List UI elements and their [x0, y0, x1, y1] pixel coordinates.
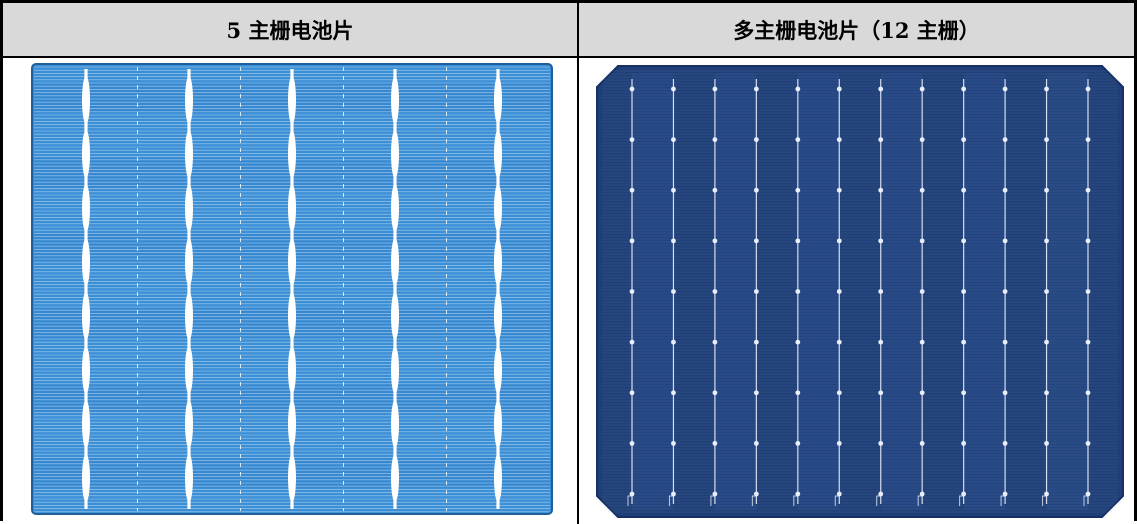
busbar — [793, 79, 801, 506]
busbar — [185, 69, 193, 509]
busbar — [1042, 79, 1049, 506]
busbar — [391, 69, 399, 509]
column-divider — [577, 3, 579, 524]
header-cell-5-busbar: 5 主栅电池片 — [226, 17, 354, 43]
busbar — [917, 79, 925, 506]
busbar — [668, 79, 676, 506]
busbar — [82, 69, 90, 509]
busbar — [710, 79, 718, 506]
busbar — [1083, 79, 1091, 506]
header-cell-multi-busbar: 多主栅电池片（12 主栅） — [733, 17, 980, 43]
busbar — [627, 79, 635, 506]
multi-busbar-cell-image — [596, 65, 1124, 518]
cell-surface — [596, 65, 1124, 518]
guide-lines — [137, 67, 447, 511]
multi-busbar-solar-cell-graphic — [596, 65, 1124, 518]
cell-shading — [632, 73, 1088, 510]
five-busbar-cell-image — [31, 63, 553, 515]
busbar — [751, 79, 759, 506]
busbar — [959, 79, 967, 506]
busbar — [494, 69, 502, 509]
busbar — [834, 79, 842, 506]
five-busbar-solar-cell-graphic — [31, 63, 553, 515]
busbar — [1000, 79, 1008, 506]
finger-lines — [602, 70, 1118, 513]
table-header-row: 5 主栅电池片 多主栅电池片（12 主栅） — [3, 3, 1134, 58]
busbar — [288, 69, 296, 509]
busbar — [876, 79, 884, 506]
